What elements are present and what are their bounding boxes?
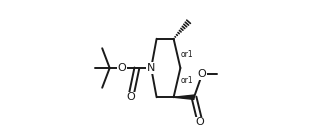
Text: O: O — [126, 92, 135, 102]
Polygon shape — [173, 95, 194, 99]
Text: O: O — [196, 117, 204, 127]
Text: O: O — [117, 63, 126, 73]
Text: N: N — [147, 63, 155, 73]
Text: or1: or1 — [181, 50, 194, 59]
Text: O: O — [198, 69, 206, 79]
Text: or1: or1 — [181, 76, 194, 85]
